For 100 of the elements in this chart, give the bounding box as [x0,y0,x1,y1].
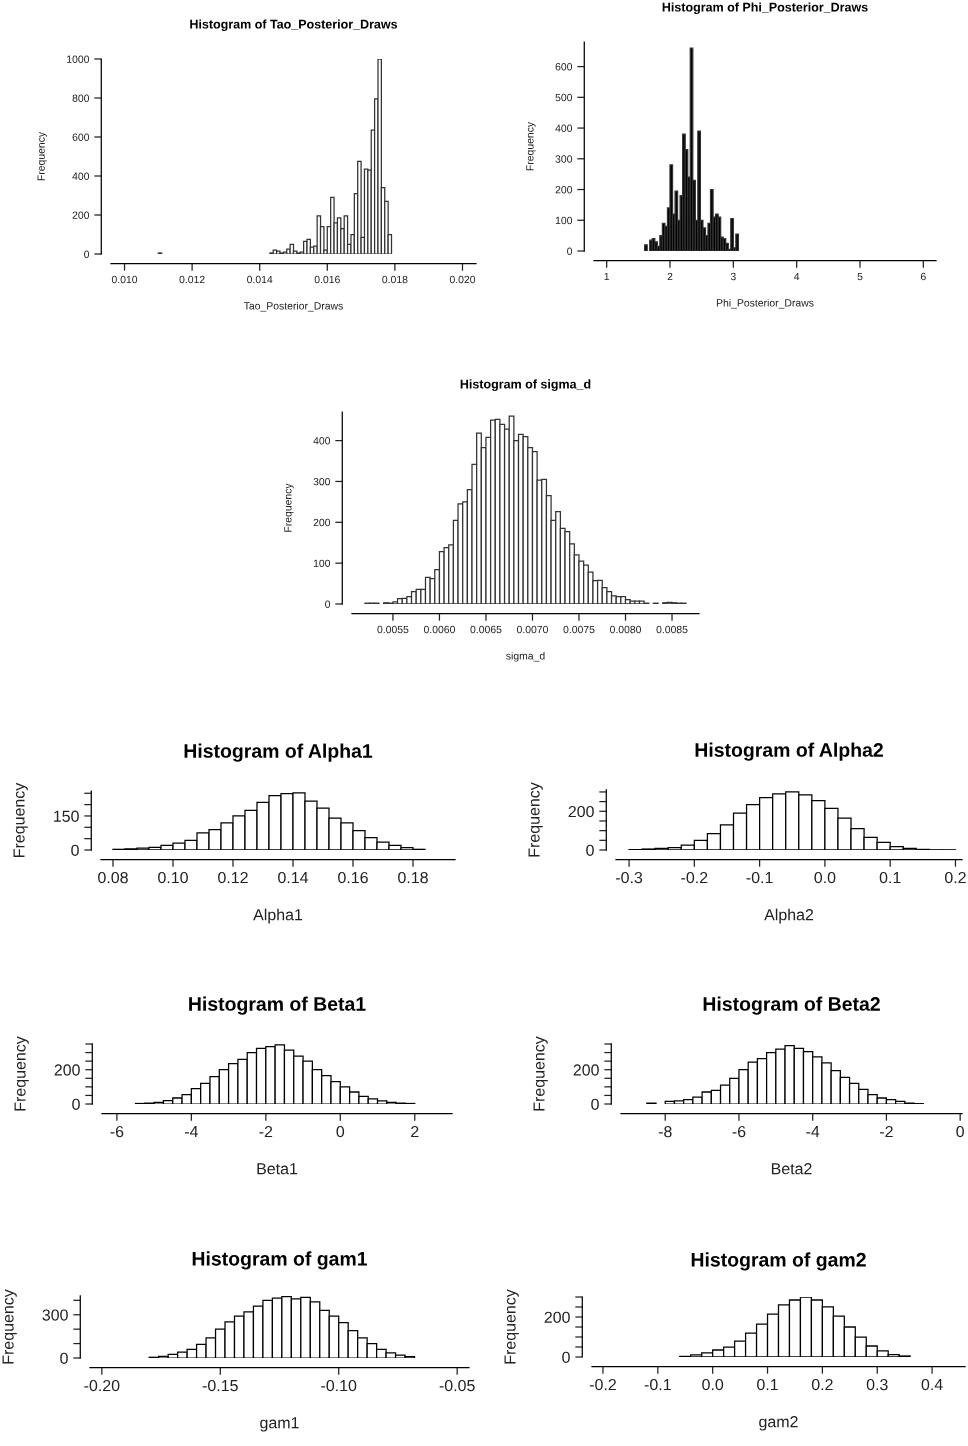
x-axis-title: Alpha1 [253,908,303,924]
x-tick-label: -0.1 [644,1378,671,1391]
y-tick-label: 0 [567,247,573,255]
y-tick-label: 200 [313,518,331,527]
y-axis-title: Frequency [37,131,47,181]
y-tick-label: 200 [54,1064,80,1076]
x-tick-label: -0.15 [202,1379,238,1392]
x-axis-title: sigma_d [506,651,545,662]
y-axis-title: Frequency [2,1289,17,1364]
x-tick-label: 0.0065 [470,625,502,634]
x-tick-label: -0.05 [439,1379,475,1392]
y-tick-label: 0 [60,1352,68,1364]
x-tick-label: -4 [184,1126,198,1138]
y-tick-label: 0 [591,1098,599,1110]
y-tick-label: 600 [72,133,90,141]
x-tick-label: 0.1 [879,871,901,884]
x-tick-label: -2 [880,1125,893,1138]
y-tick-label: 0 [84,250,90,258]
y-tick-label: 0 [586,844,594,856]
x-tick-label: -0.10 [321,1379,357,1392]
x-tick-label: -6 [110,1125,124,1138]
y-tick-label: 100 [313,559,331,568]
x-tick-label: -0.20 [84,1379,120,1392]
y-tick-label: 150 [54,810,79,822]
y-tick-label: 200 [555,186,573,194]
x-axis-title: Alpha2 [764,908,814,924]
x-tick-label: 0.012 [179,275,205,284]
y-tick-label: 1000 [67,55,90,63]
x-axis-title: Beta2 [771,1163,812,1175]
x-tick-label: 0.0070 [516,625,548,634]
x-tick-label: 5 [857,272,863,281]
y-tick-label: 200 [544,1311,570,1323]
x-tick-label: 0.016 [314,275,340,284]
x-tick-label: 0.14 [278,871,309,884]
x-axis-title: gam1 [260,1417,299,1432]
x-tick-label: 0.08 [98,871,128,884]
x-tick-label: 0.0080 [609,625,642,634]
y-tick-label: 400 [313,437,331,445]
y-tick-label: 800 [72,94,90,102]
chart-title: Histogram of Phi_Posterior_Draws [662,2,868,15]
x-tick-label: 0.0060 [423,625,455,634]
x-tick-label: 4 [794,272,800,281]
x-axis-title: Tao_Posterior_Draws [243,301,343,312]
y-axis-title: Frequency [528,782,543,857]
x-tick-label: 2 [411,1125,419,1138]
y-tick-label: 200 [573,1064,599,1076]
chart-title: Histogram of Beta2 [703,996,880,1015]
y-tick-label: 400 [72,172,90,180]
y-tick-label: 200 [72,211,90,219]
x-tick-label: 0.16 [338,871,368,884]
x-tick-label: 0.010 [111,275,138,284]
chart-title: Histogram of Alpha2 [695,742,883,761]
y-axis-title: Frequency [13,782,28,857]
y-tick-label: 300 [555,155,573,163]
x-tick-label: -2 [259,1125,273,1138]
y-tick-label: 300 [42,1309,68,1321]
y-tick-label: 0 [325,600,331,608]
x-tick-label: 0 [956,1125,964,1138]
y-tick-label: 0 [72,1098,80,1110]
y-tick-label: 0 [562,1351,570,1363]
y-tick-label: 400 [555,124,573,132]
x-tick-label: 0.020 [449,275,476,284]
y-axis-title: Frequency [14,1036,29,1111]
chart-title: Histogram of gam2 [691,1252,866,1271]
x-tick-label: 0.4 [921,1378,943,1391]
y-tick-label: 0 [71,844,79,856]
x-tick-label: 0.2 [811,1378,833,1391]
y-axis-title: Frequency [526,121,536,171]
x-tick-label: 0.0 [814,871,836,884]
x-tick-label: -0.3 [616,871,643,884]
chart-title: Histogram of Alpha1 [184,743,373,762]
x-tick-label: 1 [604,272,610,281]
chart-title: Histogram of sigma_d [460,379,591,392]
chart-title: Histogram of gam1 [192,1251,368,1270]
chart-title: Histogram of Beta1 [189,996,366,1015]
x-tick-label: 0 [336,1125,345,1138]
x-tick-label: -6 [732,1125,746,1138]
x-tick-label: -0.1 [746,871,773,884]
x-axis-title: gam2 [759,1416,798,1431]
y-tick-label: 500 [555,93,573,102]
x-tick-label: 0.10 [158,871,188,884]
x-tick-label: 0.2 [944,871,966,884]
x-tick-label: -4 [806,1126,820,1138]
x-tick-label: 0.0085 [656,625,688,634]
x-tick-label: 2 [667,272,673,281]
y-axis-title: Frequency [533,1036,548,1111]
y-axis-title: Frequency [284,483,294,532]
x-tick-label: 0.014 [247,275,273,284]
x-tick-label: 0.1 [757,1378,778,1391]
x-tick-label: -8 [658,1125,672,1138]
x-tick-label: 0.0 [702,1378,724,1391]
x-axis-title: Beta1 [257,1163,298,1175]
y-tick-label: 600 [555,63,573,71]
x-tick-label: -0.2 [589,1378,616,1391]
y-tick-label: 300 [313,477,331,486]
x-tick-label: 0.0055 [377,625,409,634]
x-tick-label: 6 [920,272,926,281]
x-tick-label: 0.0075 [563,625,595,634]
x-tick-label: 0.3 [866,1378,888,1391]
x-tick-label: 0.18 [398,871,428,884]
